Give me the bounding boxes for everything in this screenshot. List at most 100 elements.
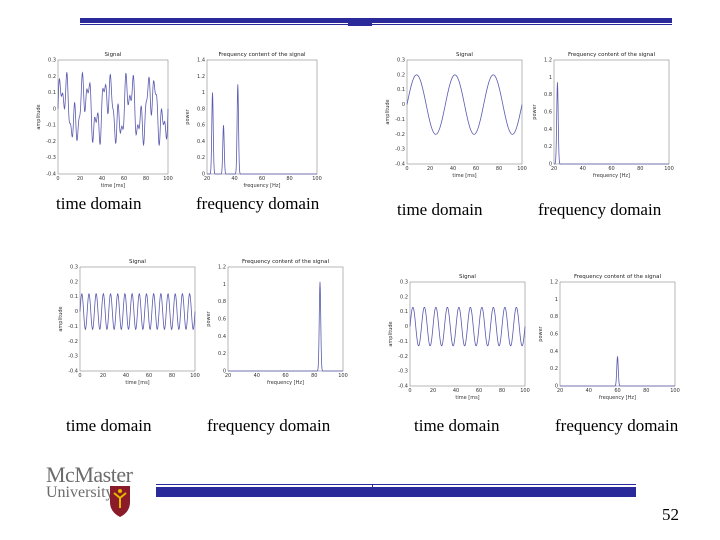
x-tick-label: 60 xyxy=(476,388,482,394)
y-tick-label: 0.6 xyxy=(544,110,552,116)
plot-time-3: Signal 0.3 0.2 0.1 0 -0.1 -0.2 -0.3 -0.4 0 20 40 60 8… xyxy=(58,255,203,385)
y-tick-label: 0 xyxy=(555,384,558,390)
x-tick-label: 20 xyxy=(225,373,231,379)
x-tick-label: 100 xyxy=(664,166,674,172)
top-accent-bar xyxy=(80,18,672,23)
logo-subtitle: University xyxy=(46,484,114,501)
caption-time-domain: time domain xyxy=(56,194,142,213)
x-axis-label: frequency [Hz] xyxy=(267,380,304,385)
x-tick-label: 0 xyxy=(408,388,411,394)
y-tick-label: 0.2 xyxy=(70,279,78,285)
y-tick-label: 0.6 xyxy=(197,123,205,129)
y-tick-label: 0.6 xyxy=(218,317,226,323)
x-tick-label: 100 xyxy=(312,176,322,182)
x-tick-label: 80 xyxy=(496,166,502,172)
x-tick-label: 0 xyxy=(78,373,81,379)
plot-title: Frequency content of the signal xyxy=(568,52,656,58)
x-tick-label: 100 xyxy=(670,388,680,394)
plot-title: Signal xyxy=(105,52,122,58)
y-tick-label: 0.6 xyxy=(550,332,558,338)
y-tick-label: 0.2 xyxy=(48,74,56,80)
mcmaster-logo: McMaster University xyxy=(46,462,136,526)
x-tick-label: 20 xyxy=(204,176,210,182)
x-tick-label: 80 xyxy=(499,388,505,394)
plot-title: Frequency content of the signal xyxy=(574,274,662,280)
y-tick-label: 0 xyxy=(75,309,78,315)
y-tick-label: -0.4 xyxy=(46,172,56,178)
y-tick-label: -0.1 xyxy=(68,324,78,330)
spectrum-line xyxy=(228,281,343,372)
x-tick-label: 40 xyxy=(586,388,592,394)
x-tick-label: 100 xyxy=(190,373,200,379)
plot-frame xyxy=(553,59,670,165)
y-tick-label: -0.2 xyxy=(395,132,405,138)
y-tick-label: 0 xyxy=(402,102,405,108)
y-tick-label: -0.4 xyxy=(68,369,78,375)
x-tick-label: 60 xyxy=(282,373,288,379)
y-tick-label: 0.4 xyxy=(197,139,205,145)
signal-line xyxy=(79,292,196,331)
x-tick-label: 20 xyxy=(77,176,83,182)
spectrum-line xyxy=(553,82,669,165)
plot-time-4: Signal 0.3 0.2 0.1 0 -0.1 -0.2 -0.3 -0.4 0 20 40 60 8… xyxy=(388,270,533,400)
bottom-accent-line xyxy=(156,484,636,485)
y-tick-label: 0.8 xyxy=(550,314,558,320)
x-tick-label: 80 xyxy=(311,373,317,379)
plot-frame xyxy=(559,281,676,387)
y-tick-label: -0.2 xyxy=(68,339,78,345)
top-accent-notch xyxy=(348,18,372,26)
caption-time-domain: time domain xyxy=(397,200,483,219)
y-tick-label: 0 xyxy=(202,172,205,178)
x-tick-label: 60 xyxy=(259,176,265,182)
plot-freq-1: Frequency content of the signal 1.4 1.2 1 0.… xyxy=(185,48,325,188)
y-axis-label: amplitude xyxy=(385,99,391,124)
x-tick-label: 60 xyxy=(121,176,127,182)
bottom-accent-bar xyxy=(156,487,636,497)
y-axis-label: amplitude xyxy=(388,321,394,346)
x-axis-label: time [ms] xyxy=(452,173,476,178)
y-tick-label: 0.8 xyxy=(218,299,226,305)
x-axis-label: time [ms] xyxy=(101,183,125,188)
y-tick-label: -0.1 xyxy=(398,339,408,345)
x-axis-label: frequency [Hz] xyxy=(593,173,630,178)
x-axis-label: time [ms] xyxy=(455,395,479,400)
caption-time-domain: time domain xyxy=(414,416,500,435)
x-tick-label: 40 xyxy=(580,166,586,172)
y-tick-label: -0.3 xyxy=(395,147,405,153)
y-tick-label: 0.2 xyxy=(218,351,226,357)
x-tick-label: 80 xyxy=(169,373,175,379)
x-tick-label: 60 xyxy=(614,388,620,394)
x-tick-label: 40 xyxy=(453,388,459,394)
y-tick-label: 0.1 xyxy=(48,90,56,96)
plot-time-1: Signal 0.3 0.2 0.1 0 -0.1 -0.2 -0.3 -0.4 0 20 40 60 8… xyxy=(36,48,176,188)
plot-frame xyxy=(227,266,344,372)
y-axis-label: power xyxy=(532,103,538,119)
y-tick-label: 1.2 xyxy=(544,58,552,64)
x-axis-label: frequency [Hz] xyxy=(244,183,281,188)
caption-frequency-domain: frequency domain xyxy=(196,194,320,213)
signal-line xyxy=(57,71,169,147)
y-tick-label: 0 xyxy=(53,106,56,112)
y-tick-label: 0.2 xyxy=(197,155,205,161)
plot-title: Signal xyxy=(129,259,146,265)
y-tick-label: 0.2 xyxy=(544,144,552,150)
x-axis-label: time [ms] xyxy=(125,380,149,385)
plot-frame xyxy=(79,266,196,372)
y-tick-label: 0.2 xyxy=(397,72,405,78)
bottom-accent-gap xyxy=(372,485,637,487)
x-tick-label: 20 xyxy=(427,166,433,172)
y-tick-label: 0.1 xyxy=(397,87,405,93)
y-axis-label: power xyxy=(185,108,191,124)
spectrum-line xyxy=(560,356,675,387)
x-tick-label: 40 xyxy=(254,373,260,379)
y-tick-label: -0.3 xyxy=(68,354,78,360)
x-tick-label: 20 xyxy=(430,388,436,394)
y-tick-label: 0.4 xyxy=(218,334,226,340)
y-tick-label: 1 xyxy=(202,90,205,96)
x-tick-label: 20 xyxy=(100,373,106,379)
x-tick-label: 100 xyxy=(520,388,530,394)
spectrum-line xyxy=(207,84,317,175)
plot-frame xyxy=(206,59,318,175)
y-tick-label: 0.3 xyxy=(400,280,408,286)
y-tick-label: 0.1 xyxy=(400,309,408,315)
